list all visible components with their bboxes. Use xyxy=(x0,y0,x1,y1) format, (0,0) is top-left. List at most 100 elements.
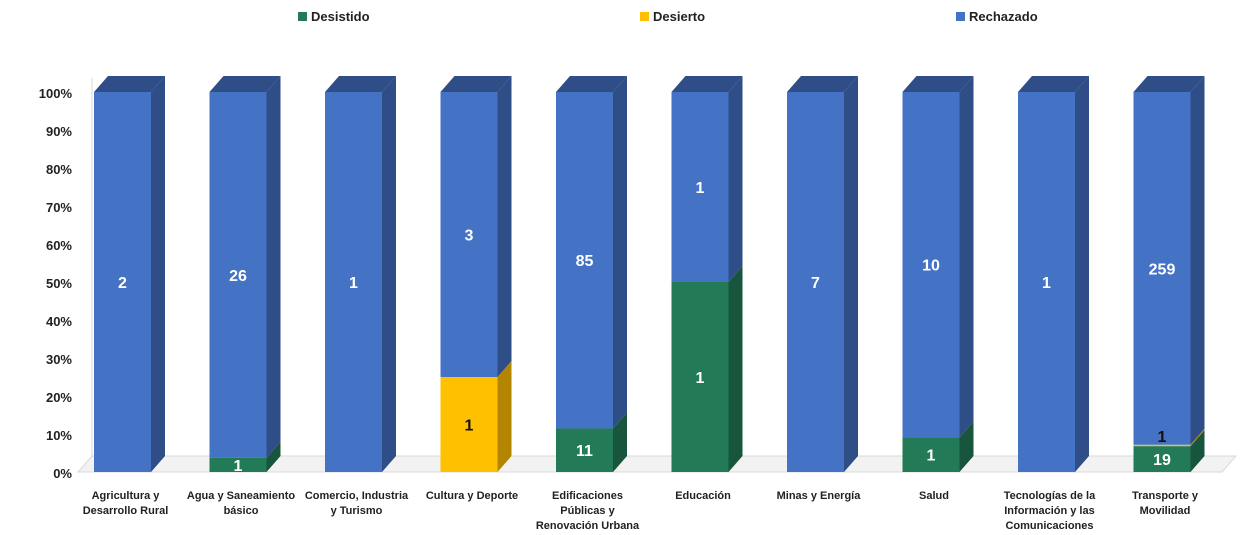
x-tick-label-line: Educación xyxy=(675,490,731,502)
bar-desierto xyxy=(440,377,498,472)
bar-side-rechazado xyxy=(959,76,974,438)
y-tick-label: 50% xyxy=(46,276,72,291)
data-label-desistido: 1 xyxy=(696,370,705,387)
bar-group-edificaciones-publicas-y-renovacion-urbana: 11 85 xyxy=(556,76,627,472)
data-label-rechazado: 2 xyxy=(118,275,127,292)
bar-rechazado xyxy=(209,92,267,458)
y-tick-label: 40% xyxy=(46,314,72,329)
bar-rechazado xyxy=(556,92,613,429)
y-axis: 0% 10% 20% 30% 40% 50% 60% 70% 80% 90% 100% xyxy=(39,86,73,481)
x-tick-label-line: Salud xyxy=(919,490,949,502)
bar-group-agricultura-y-desarrollo-rural: 2 xyxy=(94,76,165,472)
data-label-desierto: 1 xyxy=(1158,429,1167,446)
x-tick-label: Minas y Energía xyxy=(777,490,862,502)
data-label-desistido: 19 xyxy=(1153,452,1171,469)
bar-top-rechazado xyxy=(902,76,974,92)
bar-desistido xyxy=(1133,446,1191,472)
data-label-desistido: 1 xyxy=(927,448,936,465)
x-tick-label-line: Tecnologías de la xyxy=(1004,490,1096,502)
bar-side-rechazado xyxy=(266,76,281,458)
data-label-desistido: 1 xyxy=(234,458,243,475)
bar-desistido xyxy=(556,428,613,472)
bar-desistido xyxy=(902,437,960,472)
bar-desierto xyxy=(1133,444,1191,447)
legend-swatch xyxy=(956,12,965,21)
y-tick-label: 70% xyxy=(46,200,72,215)
legend-item-desierto: Desierto xyxy=(640,9,705,24)
bar-rechazado xyxy=(902,92,960,438)
bar-desistido xyxy=(209,457,267,472)
x-tick-label-line: y Turismo xyxy=(331,505,383,517)
bar-top-rechazado xyxy=(209,76,281,92)
y-tick-label: 20% xyxy=(46,390,72,405)
bar-side-desierto xyxy=(497,361,512,472)
data-label-rechazado: 1 xyxy=(696,180,705,197)
bar-side-rechazado xyxy=(151,76,165,472)
x-tick-label: Cultura y Deporte xyxy=(426,490,518,502)
bar-side-rechazado xyxy=(844,76,858,472)
x-tick-label: Transporte y Movilidad xyxy=(1132,490,1199,517)
bar-side-desistido xyxy=(959,421,974,472)
bar-rechazado xyxy=(325,92,382,472)
x-tick-label-line: Comunicaciones xyxy=(1005,520,1093,532)
y-tick-label: 30% xyxy=(46,352,72,367)
legend-label: Desierto xyxy=(653,9,705,24)
bar-top-rechazado xyxy=(440,76,512,92)
x-tick-label-line: Desarrollo Rural xyxy=(83,505,169,517)
y-tick-label: 90% xyxy=(46,124,72,139)
bar-rechazado xyxy=(1133,92,1191,445)
x-tick-label-line: Públicas y xyxy=(560,505,615,517)
x-tick-label: Comercio, Industria y Turismo xyxy=(305,490,409,517)
bar-side-desistido xyxy=(613,412,627,472)
legend-label: Desistido xyxy=(311,9,370,24)
x-tick-label-line: Cultura y Deporte xyxy=(426,490,518,502)
x-tick-label: Edificaciones Públicas y Renovación Urbana xyxy=(536,490,640,532)
bar-side-rechazado xyxy=(728,76,743,282)
x-tick-label-line: Información y las xyxy=(1004,505,1094,517)
bar-top-rechazado xyxy=(94,76,165,92)
x-tick-label-line: básico xyxy=(224,505,259,517)
bar-desistido xyxy=(671,282,729,472)
x-tick-label: Agricultura y Desarrollo Rural xyxy=(83,490,169,517)
bar-top-rechazado xyxy=(1133,76,1205,92)
x-tick-label-line: Comercio, Industria xyxy=(305,490,409,502)
data-label-rechazado: 1 xyxy=(349,275,358,292)
bar-side-rechazado xyxy=(613,76,627,429)
bar-side-desistido xyxy=(728,266,743,472)
bar-group-salud: 1 10 xyxy=(902,76,974,472)
bar-rechazado xyxy=(440,92,498,377)
legend-item-desistido: Desistido xyxy=(298,9,370,24)
x-tick-label: Educación xyxy=(675,490,731,502)
y-tick-label: 60% xyxy=(46,238,72,253)
legend-label: Rechazado xyxy=(969,9,1038,24)
bar-rechazado xyxy=(671,92,729,282)
x-tick-label-line: Renovación Urbana xyxy=(536,520,640,532)
bar-side-desistido xyxy=(266,441,281,472)
data-label-rechazado: 85 xyxy=(576,253,594,270)
x-tick-label: Salud xyxy=(919,490,949,502)
bar-rechazado xyxy=(787,92,844,472)
data-label-rechazado: 3 xyxy=(465,228,474,245)
bar-rechazado xyxy=(94,92,151,472)
bar-group-educacion: 11 xyxy=(671,76,743,472)
x-tick-label-line: Agricultura y xyxy=(92,490,161,502)
data-label-rechazado: 259 xyxy=(1149,261,1176,278)
bar-side-desierto xyxy=(1190,428,1205,447)
bar-top-rechazado xyxy=(325,76,396,92)
data-label-desierto: 1 xyxy=(465,418,474,435)
bar-top-rechazado xyxy=(787,76,858,92)
y-tick-label: 0% xyxy=(53,466,72,481)
legend-swatch xyxy=(298,12,307,21)
x-tick-label-line: Edificaciones xyxy=(552,490,623,502)
data-label-rechazado: 1 xyxy=(1042,275,1051,292)
legend-item-rechazado: Rechazado xyxy=(956,9,1038,24)
bar-group-transporte-y-movilidad: 19 1 259 xyxy=(1133,76,1205,472)
bar-side-rechazado xyxy=(497,76,512,377)
data-label-rechazado: 10 xyxy=(922,258,940,275)
bar-side-rechazado xyxy=(1075,76,1089,472)
data-label-rechazado: 7 xyxy=(811,275,820,292)
bar-side-desistido xyxy=(1190,430,1205,472)
bar-top-rechazado xyxy=(671,76,743,92)
y-tick-label: 80% xyxy=(46,162,72,177)
